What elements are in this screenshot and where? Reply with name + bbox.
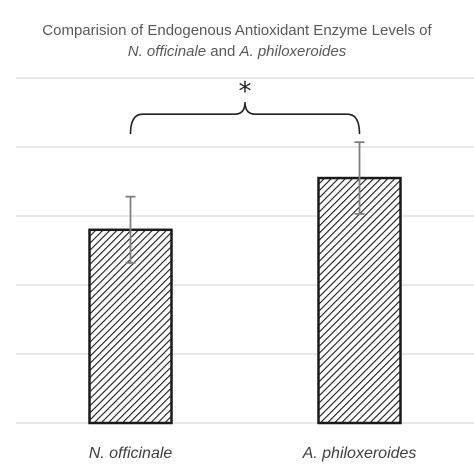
significance-bracket	[129, 102, 361, 135]
category-label-0: N. officinale	[89, 445, 173, 462]
bars	[88, 176, 402, 425]
error-bars	[125, 141, 365, 264]
gridlines	[16, 77, 474, 424]
chart-title-line-2: N. officinale and A. philoxeroides	[128, 43, 347, 60]
title-species-1: N. officinale	[128, 43, 206, 60]
bar-1	[317, 176, 402, 425]
chart-title-line-1: Comparision of Endogenous Antioxidant En…	[42, 22, 432, 39]
significance-star: *	[239, 77, 252, 107]
title-species-2: A. philoxeroides	[239, 43, 347, 60]
category-labels: N. officinale A. philoxeroides	[89, 445, 417, 462]
title-connector-word: and	[210, 43, 235, 60]
category-label-1: A. philoxeroides	[302, 445, 417, 462]
